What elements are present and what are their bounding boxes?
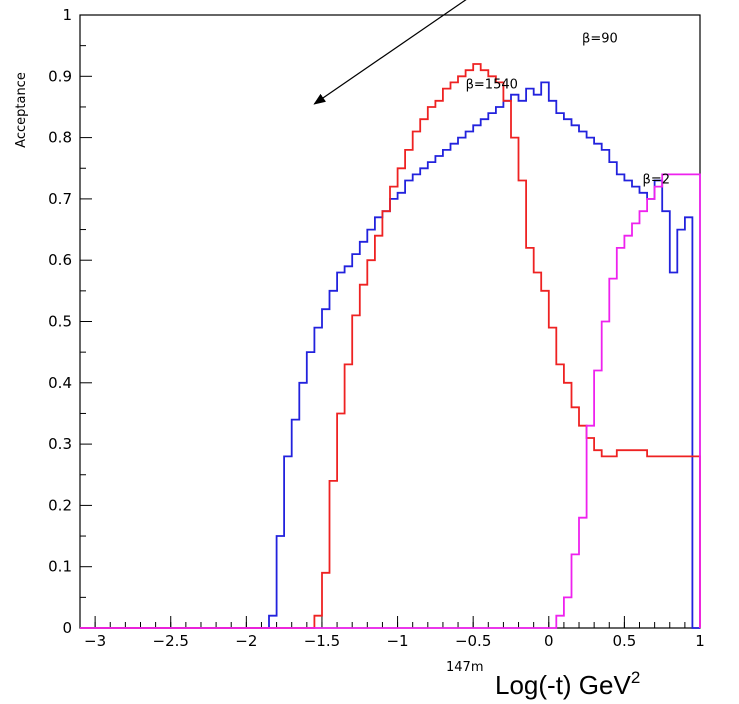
y-axis-label: Acceptance — [14, 72, 29, 148]
y-axis: 0 0.1 0.2 0.3 0.4 0.5 0.6 0.7 0.8 0.9 1 — [48, 6, 92, 637]
series-line-1 — [80, 81, 700, 629]
y-tick-label: 0.3 — [48, 435, 72, 453]
x-tick-label: −2.5 — [153, 632, 189, 650]
x-tick-label: −1 — [386, 632, 408, 650]
y-tick-label: 0.9 — [48, 67, 72, 85]
y-tick-label: 0 — [62, 619, 72, 637]
y-tick-label: 0.4 — [48, 374, 72, 392]
y-tick-label: 0.1 — [48, 558, 72, 576]
y-tick-label: 0.2 — [48, 496, 72, 514]
x-sublabel: 147m — [446, 660, 483, 675]
pointer-arrow — [313, 0, 467, 105]
x-tick-label: 1 — [695, 632, 705, 650]
x-axis-label-text: Log(-t) GeV — [495, 670, 631, 700]
series-line-3 — [80, 173, 701, 629]
x-tick-label: −3 — [84, 632, 106, 650]
x-axis: −3 −2.5 −2 −1.5 −1 −0.5 0 0.5 1 — [79, 616, 705, 650]
annotation-layer: β=1540 β=90 β=2 — [313, 0, 670, 188]
series-layer — [80, 63, 701, 629]
series-annotation: β=1540 — [466, 78, 518, 93]
y-tick-label: 0.6 — [48, 251, 72, 269]
series-annotation: β=90 — [582, 32, 618, 47]
y-tick-label: 0.5 — [48, 313, 72, 331]
x-tick-label: −1.5 — [304, 632, 340, 650]
x-axis-label: Log(-t) GeV2 — [495, 668, 640, 700]
series-annotation: β=2 — [643, 173, 670, 188]
x-tick-label: 0 — [544, 632, 554, 650]
x-tick-label: −2 — [235, 632, 257, 650]
x-axis-label-superscript: 2 — [631, 668, 640, 687]
x-tick-label: −0.5 — [455, 632, 491, 650]
y-tick-label: 0.8 — [48, 129, 72, 147]
y-tick-label: 0.7 — [48, 190, 72, 208]
y-tick-label: 1 — [62, 6, 72, 24]
series-line-2 — [80, 63, 701, 629]
x-tick-label: 0.5 — [612, 632, 636, 650]
